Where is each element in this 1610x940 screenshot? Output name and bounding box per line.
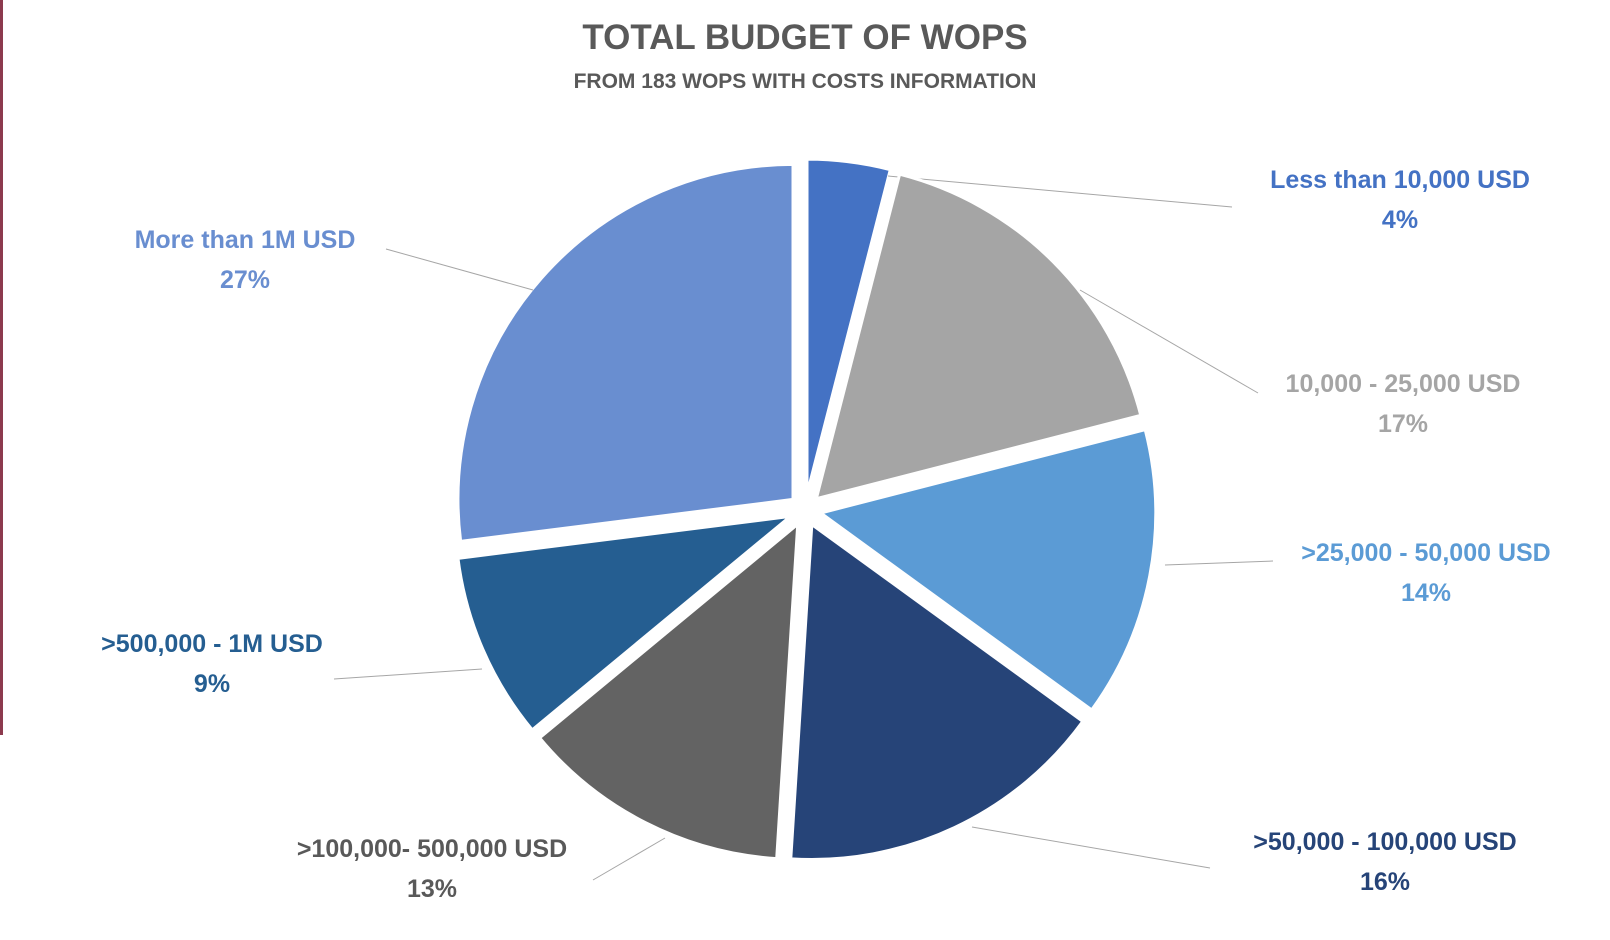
slice-label: 10,000 - 25,000 USD 17% — [1203, 364, 1603, 444]
slice-percent-label: 14% — [1400, 579, 1452, 607]
leader-line — [592, 837, 666, 881]
slice-label: More than 1M USD 27% — [45, 220, 445, 300]
pie-slice — [817, 427, 1158, 713]
slice-label: >100,000- 500,000 USD 13% — [232, 829, 632, 909]
slice-label: >500,000 - 1M USD 9% — [12, 624, 412, 704]
pie-slice — [814, 172, 1143, 501]
slice-percent-label: 27% — [219, 266, 271, 294]
slice-category-label: More than 1M USD — [134, 226, 356, 254]
slice-percent-label: 9% — [193, 670, 231, 698]
pie-slice — [789, 521, 1085, 861]
chart-title: TOTAL BUDGET OF WOPS — [582, 18, 1028, 57]
leader-line — [333, 668, 483, 680]
slice-label: Less than 10,000 USD 4% — [1200, 160, 1600, 240]
slice-category-label: >25,000 - 50,000 USD — [1301, 539, 1551, 567]
slice-category-label: 10,000 - 25,000 USD — [1285, 370, 1521, 398]
leader-line — [1079, 289, 1259, 394]
pie-slice — [537, 520, 800, 861]
leader-line — [971, 826, 1211, 869]
slice-category-label: >500,000 - 1M USD — [101, 630, 323, 658]
slice-percent-label: 17% — [1377, 410, 1429, 438]
pie-slice — [805, 157, 893, 495]
pie-slice — [456, 162, 795, 544]
leader-line — [1164, 560, 1274, 566]
leader-line — [385, 248, 534, 291]
pie-slice — [456, 514, 796, 733]
slice-label: >50,000 - 100,000 USD 16% — [1185, 822, 1585, 902]
leader-line — [887, 175, 1233, 208]
slice-percent-label: 16% — [1359, 868, 1411, 896]
slice-percent-label: 13% — [406, 875, 458, 903]
slice-category-label: >50,000 - 100,000 USD — [1253, 828, 1517, 856]
slice-label: >25,000 - 50,000 USD 14% — [1226, 533, 1610, 613]
slice-category-label: Less than 10,000 USD — [1270, 166, 1530, 194]
slice-percent-label: 4% — [1381, 206, 1419, 234]
slice-category-label: >100,000- 500,000 USD — [296, 835, 568, 863]
chart-subtitle: FROM 183 WOPS WITH COSTS INFORMATION — [573, 70, 1037, 93]
left-border — [0, 0, 3, 735]
